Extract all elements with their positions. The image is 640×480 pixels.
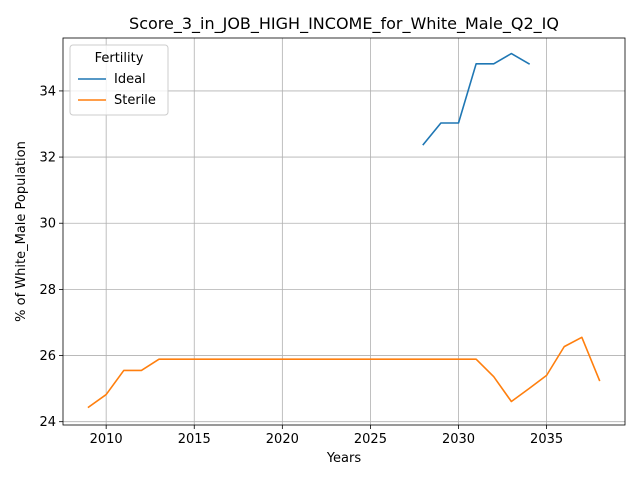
x-tick-label: 2030 — [442, 432, 475, 447]
y-tick-label: 26 — [39, 349, 56, 364]
legend-items: Ideal Sterile — [78, 72, 156, 108]
plot-frame — [62, 37, 626, 426]
x-axis-label: Years — [326, 451, 362, 466]
y-tick-label: 24 — [39, 415, 56, 430]
x-tick-label: 2025 — [354, 432, 387, 447]
x-tick-label: 2015 — [178, 432, 211, 447]
legend-label-ideal: Ideal — [114, 72, 146, 87]
y-tick-label: 34 — [39, 84, 56, 99]
series-line-sterile — [87, 336, 601, 409]
y-tick-label: 30 — [39, 217, 56, 232]
series-line-ideal — [422, 52, 531, 146]
y-axis-label: % of White_Male Population — [14, 141, 29, 322]
x-tick-label: 2020 — [266, 432, 299, 447]
legend: Fertility Ideal Sterile — [69, 44, 169, 116]
chart-title: Score_3_in_JOB_HIGH_INCOME_for_White_Mal… — [129, 14, 559, 34]
y-axis-ticks: 24 26 28 30 32 34 — [39, 84, 63, 430]
y-tick-label: 32 — [39, 151, 56, 166]
x-axis-ticks: 2010 2015 2020 2025 2030 2035 — [90, 425, 563, 447]
x-tick-label: 2035 — [530, 432, 563, 447]
x-tick-label: 2010 — [90, 432, 123, 447]
legend-box — [69, 44, 169, 116]
y-tick-label: 28 — [39, 283, 56, 298]
legend-label-sterile: Sterile — [114, 93, 156, 108]
legend-title: Fertility — [95, 51, 144, 66]
series-lines — [87, 52, 601, 409]
